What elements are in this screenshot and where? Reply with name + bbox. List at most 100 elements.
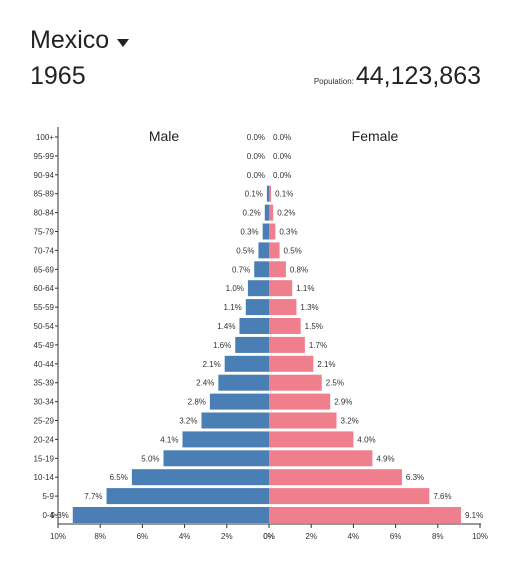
female-value-label: 1.5% [305,322,323,331]
age-group-label: 5-9 [42,492,54,501]
male-bar [264,204,269,221]
female-value-label: 4.0% [357,435,375,444]
age-group-label: 35-39 [34,379,55,388]
female-bar [269,355,314,372]
male-bar [224,355,269,372]
female-bar [269,374,322,391]
age-group-label: 45-49 [34,341,55,350]
male-bar [235,336,269,353]
male-value-label: 0.3% [240,228,258,237]
male-bar [182,431,269,448]
female-value-label: 2.9% [334,398,352,407]
female-value-label: 7.6% [433,492,451,501]
male-bar [247,280,269,297]
male-bar [239,318,269,334]
male-bar [262,223,269,240]
female-value-label: 3.2% [341,417,359,426]
age-group-label: 50-54 [34,322,55,331]
caret-down-icon[interactable] [117,38,130,47]
age-group-label: 30-34 [34,398,55,407]
male-bar [163,450,269,467]
female-bar [269,242,280,259]
age-group-label: 80-84 [34,209,55,218]
female-value-label: 0.0% [273,152,291,161]
age-group-label: 65-69 [34,265,55,274]
female-bar [269,507,462,523]
female-value-label: 4.9% [376,454,394,463]
age-group-label: 95-99 [34,152,55,161]
male-x-tick-label: 4% [179,532,191,541]
male-heading: Male [149,128,180,144]
age-group-label: 55-59 [34,303,55,312]
female-heading: Female [352,128,399,144]
age-group-label: 60-64 [34,284,55,293]
age-group-label: 20-24 [34,435,55,444]
female-value-label: 0.2% [277,209,295,218]
male-value-label: 3.2% [179,417,197,426]
male-value-label: 2.4% [196,379,214,388]
male-bar [245,299,269,316]
female-bar [269,412,337,429]
male-bar [266,185,269,202]
female-bar [269,204,274,221]
age-group-label: 25-29 [34,417,55,426]
female-bar [269,280,293,297]
male-value-label: 6.5% [110,473,128,482]
male-bar [106,488,269,505]
age-group-label: 90-94 [34,171,55,180]
female-x-tick-label: 6% [390,532,402,541]
population: Population: 44,123,863 [314,62,481,91]
female-bar [269,299,297,316]
female-value-label: 2.5% [326,379,344,388]
age-group-label: 10-14 [34,473,55,482]
female-value-label: 0.0% [273,133,291,142]
male-x-tick-label: 10% [50,532,66,541]
male-value-label: 7.7% [84,492,102,501]
female-value-label: 1.1% [296,284,314,293]
age-group-label: 85-89 [34,190,55,199]
country-selector[interactable]: Mexico [30,26,130,55]
male-value-label: 0.0% [247,171,265,180]
male-value-label: 0.2% [243,209,261,218]
female-bar [269,261,286,278]
female-x-tick-label: 0% [263,532,275,541]
female-value-label: 6.3% [406,473,424,482]
male-x-tick-label: 0% [263,532,275,541]
male-x-tick-label: 2% [221,532,233,541]
age-group-label: 70-74 [34,246,55,255]
age-group-label: 100+ [36,133,54,142]
female-value-label: 0.1% [275,190,293,199]
male-value-label: 0.7% [232,265,250,274]
female-x-tick-label: 8% [432,532,444,541]
male-bar [218,374,269,391]
female-bar [269,431,354,448]
female-x-tick-label: 10% [472,532,488,541]
year-label: 1965 [30,62,86,90]
female-bar [269,336,305,353]
male-x-tick-label: 6% [137,532,149,541]
male-bar [201,412,269,429]
male-value-label: 0.0% [247,152,265,161]
population-label: Population: [313,77,354,86]
age-group-label: 15-19 [34,454,55,463]
male-value-label: 1.1% [224,303,242,312]
female-value-label: 0.0% [273,171,291,180]
female-x-tick-label: 2% [305,532,317,541]
male-value-label: 1.4% [217,322,235,331]
female-value-label: 0.5% [284,246,302,255]
female-value-label: 1.3% [300,303,318,312]
female-bar [269,393,331,410]
male-value-label: 0.0% [247,133,265,142]
female-value-label: 9.1% [465,511,483,520]
female-bar [269,318,301,334]
male-value-label: 0.5% [236,246,254,255]
male-x-tick-label: 8% [94,532,106,541]
male-value-label: 9.3% [51,511,69,520]
female-value-label: 2.1% [317,360,335,369]
female-bar [269,450,373,467]
population-value: 44,123,863 [355,62,481,90]
female-x-tick-label: 4% [348,532,360,541]
female-bar [269,469,402,486]
male-value-label: 5.0% [141,454,159,463]
